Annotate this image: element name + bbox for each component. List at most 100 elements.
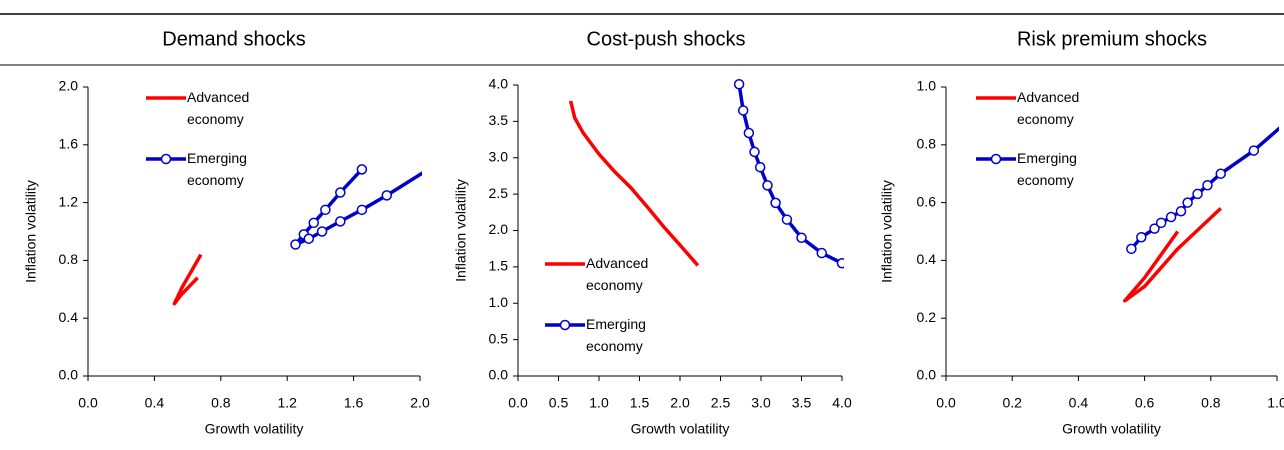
point-marker (1165, 211, 1177, 223)
y-axis-label: Inflation volatility (453, 179, 469, 282)
y-tick-label: 2.0 (489, 221, 509, 237)
x-tick-label: 3.0 (751, 395, 771, 411)
plot-area (1122, 126, 1279, 303)
panel-title: Cost-push shocks (587, 28, 746, 50)
y-tick-label: 1.2 (59, 193, 79, 209)
plot-area (568, 79, 844, 269)
x-tick-label: 0.4 (145, 395, 165, 411)
y-tick-label: 1.6 (59, 136, 79, 152)
x-axis-label: Growth volatility (631, 421, 730, 437)
legend-marker (990, 153, 1002, 165)
x-axis-label: Growth volatility (1062, 421, 1161, 437)
legend-label: Emerging economy (1017, 150, 1077, 188)
y-axis-label: Inflation volatility (879, 180, 895, 283)
x-tick-label: 1.5 (630, 395, 650, 411)
x-tick-label: 0.0 (78, 395, 98, 411)
y-tick-label: 0.8 (917, 136, 937, 152)
y-tick-label: 3.0 (489, 148, 509, 164)
point-marker (335, 187, 346, 198)
point-marker (1215, 168, 1226, 179)
x-tick-label: 1.2 (277, 395, 297, 411)
y-tick-label: 3.5 (489, 112, 509, 128)
x-tick-label: 0.8 (1201, 395, 1221, 411)
legend-marker (559, 319, 571, 331)
x-tick-label: 0.8 (211, 395, 231, 411)
legend-label-line: economy (187, 111, 244, 127)
point-marker (770, 197, 781, 209)
y-tick-label: 1.0 (489, 294, 509, 310)
point-marker (1149, 223, 1160, 234)
point-marker (836, 257, 844, 269)
panel-title: Demand shocks (162, 28, 305, 50)
series-line (737, 84, 843, 265)
point-marker (737, 105, 749, 116)
point-marker (1155, 217, 1167, 229)
point-marker (356, 204, 368, 216)
y-tick-label: 0.5 (489, 330, 509, 346)
legend-label-line: economy (187, 172, 244, 188)
legend-label-line: economy (586, 277, 643, 293)
legend-label-line: Emerging (187, 150, 247, 166)
point-marker (733, 79, 745, 90)
point-marker (1248, 145, 1260, 156)
x-tick-label: 2.0 (410, 395, 430, 411)
point-marker (796, 232, 807, 244)
x-tick-label: 0.0 (936, 395, 956, 411)
point-marker (1136, 232, 1147, 243)
legend-label-line: Emerging (1017, 150, 1077, 166)
x-tick-label: 2.5 (711, 395, 731, 411)
x-tick-label: 1.0 (1267, 395, 1284, 411)
x-tick-label: 4.0 (832, 395, 852, 411)
x-tick-label: 0.5 (549, 395, 569, 411)
legend-label: Emerging economy (586, 316, 646, 354)
x-tick-label: 3.5 (792, 395, 812, 411)
point-marker (1126, 243, 1137, 255)
point-marker (381, 190, 393, 201)
y-tick-label: 0.0 (59, 367, 79, 383)
point-marker (762, 180, 773, 191)
x-tick-label: 1.6 (344, 395, 364, 411)
x-tick-label: 0.0 (508, 395, 528, 411)
plot-area (172, 164, 433, 306)
y-tick-label: 0.4 (917, 251, 937, 267)
point-marker (303, 233, 315, 244)
point-marker (1202, 180, 1213, 191)
y-tick-label: 4.0 (489, 76, 509, 92)
series-line (172, 253, 203, 306)
point-marker (320, 204, 331, 216)
point-marker (308, 217, 320, 229)
point-marker (754, 161, 766, 173)
y-tick-label: 1.5 (489, 258, 509, 274)
x-tick-label: 0.6 (1135, 395, 1155, 411)
series-line (568, 100, 700, 267)
y-tick-label: 2.0 (59, 78, 79, 94)
point-marker (1182, 197, 1193, 208)
y-tick-label: 0.0 (489, 367, 509, 383)
y-tick-label: 0.8 (59, 251, 79, 267)
point-marker (1175, 206, 1187, 217)
y-tick-label: 0.6 (917, 193, 937, 209)
point-marker (356, 164, 368, 175)
y-tick-label: 1.0 (917, 78, 937, 94)
y-axis-label: Inflation volatility (23, 180, 39, 283)
legend-label: Emerging economy (187, 150, 247, 188)
legend-marker (160, 153, 172, 165)
point-marker (335, 216, 346, 227)
point-marker (816, 247, 827, 259)
legend-label: Advanced economy (1017, 89, 1079, 127)
point-marker (743, 127, 755, 139)
y-tick-label: 0.0 (917, 367, 937, 383)
point-marker (290, 239, 301, 250)
point-marker (316, 226, 328, 237)
legend-label: Advanced economy (187, 89, 249, 127)
legend-label: Advanced economy (586, 255, 648, 293)
legend-label-line: economy (1017, 111, 1074, 127)
legend-label-line: Advanced (586, 255, 648, 271)
point-marker (1192, 188, 1203, 200)
legend-label-line: Advanced (187, 89, 249, 105)
x-tick-label: 2.0 (670, 395, 690, 411)
x-tick-label: 1.0 (589, 395, 609, 411)
panel-title: Risk premium shocks (1017, 28, 1207, 50)
legend-label-line: economy (1017, 172, 1074, 188)
point-marker (424, 165, 433, 174)
